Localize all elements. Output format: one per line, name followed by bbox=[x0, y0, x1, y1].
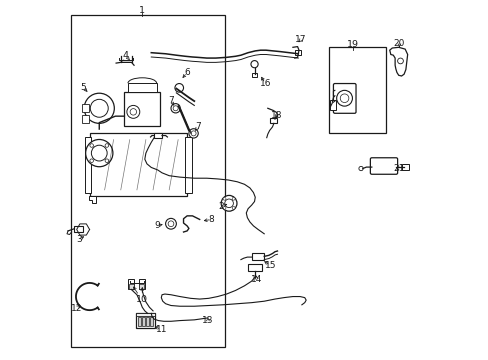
Circle shape bbox=[91, 145, 107, 161]
Circle shape bbox=[232, 197, 235, 200]
Text: 9: 9 bbox=[155, 221, 160, 230]
Bar bbox=[82, 104, 89, 112]
Circle shape bbox=[105, 159, 108, 162]
Circle shape bbox=[336, 90, 352, 106]
Circle shape bbox=[90, 99, 108, 117]
Bar bbox=[185, 137, 191, 193]
Bar bbox=[74, 226, 83, 232]
Circle shape bbox=[168, 221, 174, 226]
Text: 8: 8 bbox=[208, 215, 214, 224]
Text: 16: 16 bbox=[259, 79, 270, 88]
Bar bbox=[146, 317, 149, 326]
Polygon shape bbox=[389, 47, 407, 76]
Bar bbox=[138, 317, 141, 326]
Bar bbox=[128, 279, 134, 289]
Bar bbox=[139, 284, 144, 289]
Circle shape bbox=[173, 106, 178, 111]
Text: 20: 20 bbox=[393, 39, 404, 48]
Text: 7: 7 bbox=[195, 122, 201, 131]
Text: 13: 13 bbox=[202, 316, 213, 325]
Bar bbox=[142, 317, 145, 326]
Text: 2: 2 bbox=[218, 202, 224, 211]
Text: 10: 10 bbox=[136, 294, 148, 303]
Text: 17: 17 bbox=[295, 35, 306, 44]
Bar bbox=[328, 47, 386, 134]
Circle shape bbox=[90, 159, 93, 162]
Text: 7: 7 bbox=[168, 96, 174, 105]
Bar bbox=[329, 100, 335, 110]
Bar bbox=[139, 279, 145, 289]
Text: 18: 18 bbox=[270, 111, 282, 120]
Bar bbox=[294, 50, 301, 55]
Text: 4: 4 bbox=[122, 51, 128, 60]
Text: 19: 19 bbox=[346, 40, 358, 49]
Bar bbox=[90, 134, 187, 196]
Circle shape bbox=[171, 104, 180, 113]
Circle shape bbox=[165, 219, 176, 229]
FancyBboxPatch shape bbox=[369, 158, 397, 174]
Circle shape bbox=[175, 84, 183, 92]
Circle shape bbox=[250, 60, 258, 68]
Circle shape bbox=[191, 131, 196, 136]
Bar bbox=[251, 73, 257, 77]
Circle shape bbox=[223, 197, 225, 200]
Circle shape bbox=[188, 129, 198, 138]
Bar bbox=[70, 15, 224, 347]
Text: 11: 11 bbox=[155, 325, 167, 334]
Bar bbox=[251, 253, 264, 260]
Circle shape bbox=[130, 109, 136, 115]
Circle shape bbox=[340, 94, 348, 103]
Bar bbox=[154, 134, 162, 138]
Bar bbox=[136, 314, 155, 328]
Circle shape bbox=[90, 144, 93, 147]
Bar bbox=[270, 118, 277, 123]
Text: 15: 15 bbox=[264, 261, 276, 270]
Bar bbox=[401, 164, 408, 170]
Text: 5: 5 bbox=[80, 83, 86, 92]
Bar bbox=[124, 92, 160, 126]
Polygon shape bbox=[88, 196, 96, 203]
Text: 21: 21 bbox=[393, 164, 404, 173]
Text: 1: 1 bbox=[139, 6, 145, 15]
Text: 6: 6 bbox=[184, 68, 190, 77]
Circle shape bbox=[126, 105, 140, 118]
Circle shape bbox=[232, 206, 235, 209]
Bar bbox=[150, 317, 153, 326]
Bar bbox=[82, 116, 89, 123]
Text: 3: 3 bbox=[77, 235, 82, 244]
Bar bbox=[247, 264, 262, 271]
Circle shape bbox=[105, 144, 108, 147]
Circle shape bbox=[223, 206, 225, 209]
Bar bbox=[136, 313, 155, 316]
Circle shape bbox=[224, 199, 233, 208]
Circle shape bbox=[397, 58, 403, 64]
Circle shape bbox=[358, 166, 363, 171]
Bar bbox=[85, 137, 91, 193]
Bar bbox=[128, 83, 156, 92]
Text: 14: 14 bbox=[251, 275, 262, 284]
Bar bbox=[128, 284, 133, 289]
Circle shape bbox=[85, 139, 113, 167]
Circle shape bbox=[221, 195, 237, 211]
Circle shape bbox=[84, 93, 114, 123]
FancyBboxPatch shape bbox=[333, 84, 355, 113]
Text: 12: 12 bbox=[71, 304, 82, 313]
